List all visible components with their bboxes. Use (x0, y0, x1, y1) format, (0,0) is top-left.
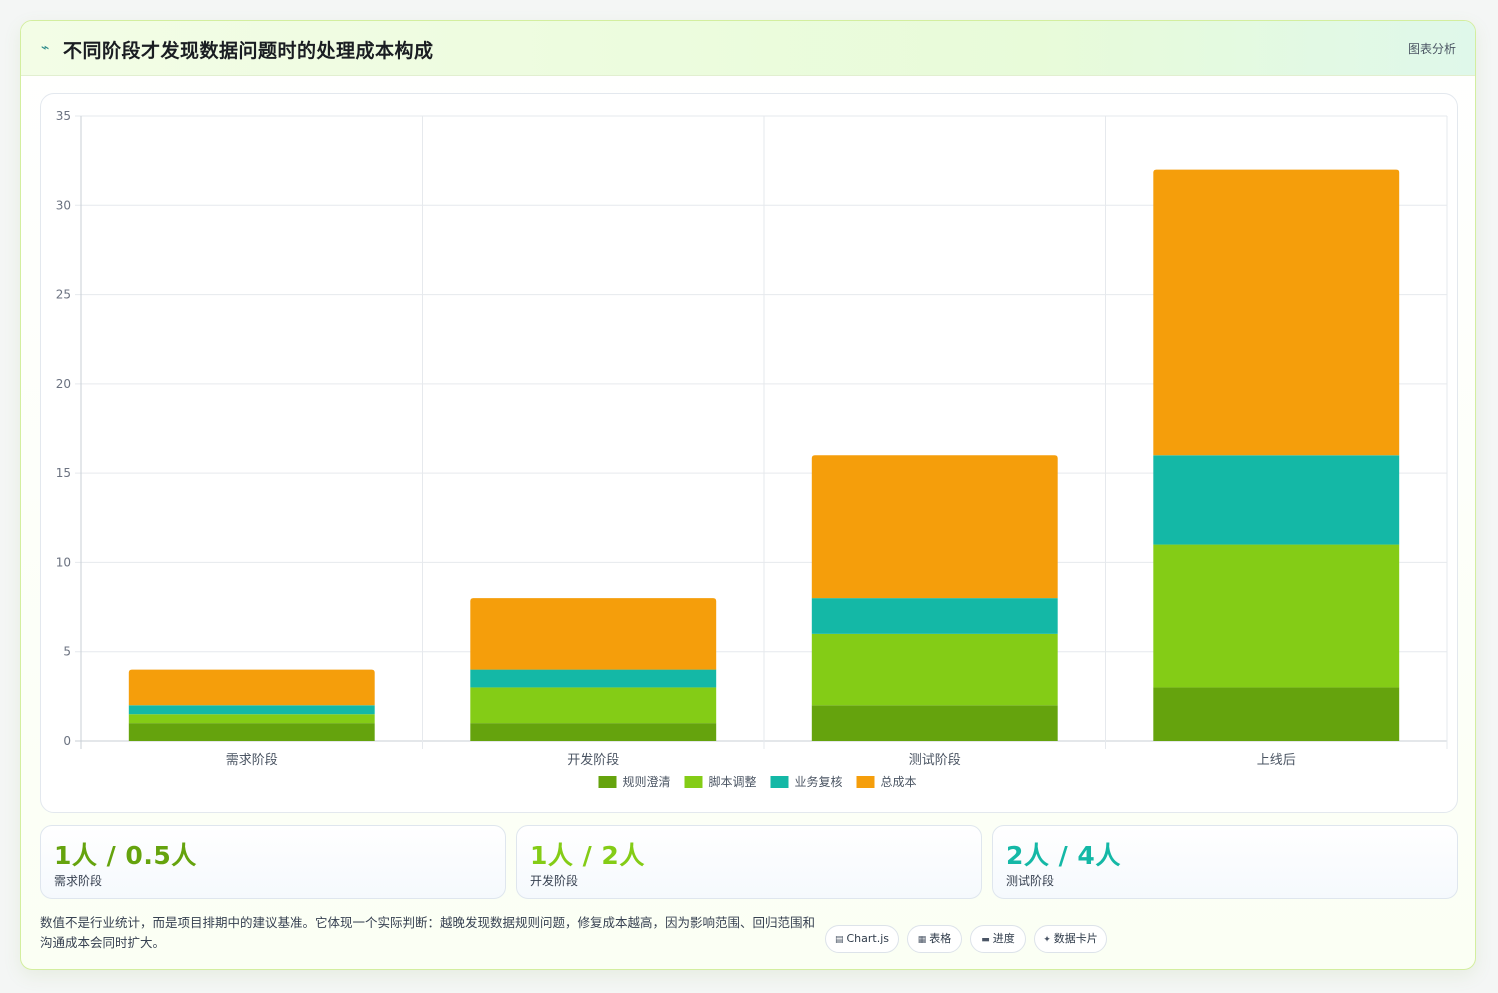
bar-segment (128, 669, 375, 706)
chip-label: Chart.js (846, 932, 890, 945)
legend-label: 总成本 (881, 775, 917, 789)
bar-segment (1153, 687, 1400, 741)
bar-segment (470, 669, 717, 688)
sparkle-icon: ✦ (1043, 935, 1051, 945)
chart-panel: 0 5 10 15 20 25 30 35 需求阶段 开发阶段 测试阶段 上线后规则澄清 脚本调整 业务复… (40, 93, 1458, 813)
legend-label: 脚本调整 (709, 774, 757, 789)
y-tick-label: 20 (56, 377, 71, 391)
progress-icon: ▬ (981, 935, 990, 945)
legend-swatch (598, 776, 617, 788)
bar-segment (1153, 455, 1400, 545)
y-tick-label: 10 (56, 555, 71, 569)
stat-label: 测试阶段 (1006, 874, 1055, 888)
stat-value: 2人 / 4人 (1006, 841, 1121, 870)
chip-data-card[interactable]: ✦ 数据卡片 (1034, 925, 1107, 953)
legend-swatch (684, 776, 703, 788)
card-header: ⌁ 不同阶段才发现数据问题时的处理成本构成 图表分析 (21, 21, 1475, 76)
stat-value: 1人 / 0.5人 (54, 841, 197, 870)
bar-segment (811, 598, 1058, 634)
stat-card-testing: 2人 / 4人 测试阶段 (992, 825, 1458, 899)
x-tick-label: 开发阶段 (567, 752, 619, 768)
chip-label: 表格 (929, 932, 952, 945)
bar-segment (470, 723, 717, 741)
y-tick-label: 25 (56, 288, 71, 302)
chip-label: 数据卡片 (1053, 932, 1098, 945)
chart-title: 不同阶段才发现数据问题时的处理成本构成 (63, 40, 434, 62)
stat-label: 开发阶段 (530, 874, 579, 888)
table-icon: ▦ (917, 935, 927, 945)
stat-card-requirements: 1人 / 0.5人 需求阶段 (40, 825, 506, 899)
x-tick-label: 需求阶段 (226, 753, 278, 768)
chip-label: 进度 (992, 932, 1015, 945)
chip-progress[interactable]: ▬ 进度 (970, 925, 1026, 953)
bar-segment (1153, 544, 1400, 688)
bar-segment (811, 633, 1058, 706)
x-tick-label: 测试阶段 (909, 753, 961, 768)
legend-label: 规则澄清 (623, 774, 671, 789)
y-tick-label: 15 (56, 466, 71, 480)
chart-icon: ▤ (834, 935, 844, 945)
footnote-text: 数值不是行业统计，而是项目排期中的建议基准。它体现一个实际判断：越晚发现数据规则… (40, 915, 816, 950)
bar-segment (128, 714, 375, 724)
bar-segment (128, 723, 375, 741)
y-tick-label: 35 (56, 109, 71, 123)
bar-segment (128, 705, 375, 715)
y-tick-label: 5 (63, 645, 71, 659)
bar-segment (470, 598, 717, 670)
chart-card: ⌁ 不同阶段才发现数据问题时的处理成本构成 图表分析 0 5 10 15 20 25 30 3… (20, 20, 1476, 970)
bar-segment (470, 687, 717, 724)
bar-segment (811, 455, 1058, 599)
legend-swatch (856, 776, 875, 788)
chip-chartjs[interactable]: ▤ Chart.js (825, 925, 899, 953)
stat-card-development: 1人 / 2人 开发阶段 (516, 825, 982, 899)
x-tick-label: 上线后 (1257, 753, 1296, 768)
y-tick-label: 30 (56, 198, 71, 212)
legend-label: 业务复核 (795, 774, 843, 789)
bar-segment (811, 705, 1058, 741)
stat-value: 1人 / 2人 (530, 841, 645, 870)
chip-table[interactable]: ▦ 表格 (907, 925, 962, 953)
bar-segment (1153, 169, 1400, 456)
y-tick-label: 0 (63, 734, 71, 748)
line-chart-icon: ⌁ (41, 40, 50, 56)
stat-label: 需求阶段 (54, 874, 103, 888)
legend-swatch (770, 776, 789, 788)
chart-analysis-tag: 图表分析 (1407, 42, 1456, 56)
